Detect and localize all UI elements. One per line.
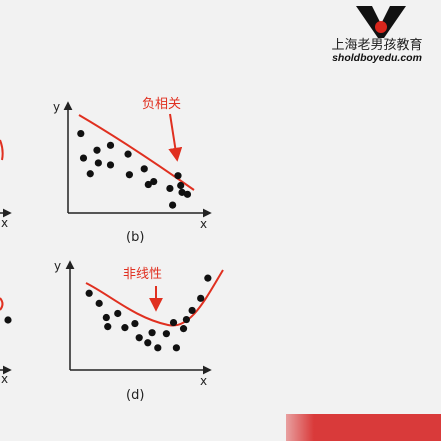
data-point [177, 181, 185, 190]
data-point [172, 344, 180, 352]
partial-point [4, 316, 12, 324]
data-point [79, 154, 88, 162]
data-point [204, 274, 212, 282]
data-point [135, 334, 143, 342]
data-points [85, 274, 212, 352]
data-point [179, 325, 188, 333]
data-point [144, 180, 152, 189]
y-axis-label: y [54, 259, 61, 273]
data-point [144, 339, 152, 347]
data-point [183, 190, 192, 198]
x-axis-label: x [200, 374, 207, 388]
data-point [174, 172, 182, 180]
data-point [178, 188, 186, 196]
logo-brand-text: 上海老男孩教育 [331, 38, 423, 53]
data-point [121, 324, 129, 332]
partial-x-label-bottom: x [1, 372, 9, 386]
annotation-arrow [168, 113, 183, 162]
data-point [188, 306, 196, 315]
data-point [125, 171, 133, 179]
x-axis-label: x [200, 217, 207, 231]
data-point [148, 329, 156, 337]
data-point [86, 170, 94, 178]
logo-icon [356, 6, 406, 38]
data-point [93, 146, 101, 154]
data-point [166, 184, 174, 193]
data-point [106, 141, 115, 149]
data-point [169, 318, 178, 327]
data-point [154, 344, 162, 352]
plot-nonlinear: y x (d) 非线性 [54, 259, 224, 403]
annotation-label: 负相关 [142, 97, 181, 112]
data-points [77, 129, 192, 209]
fit-line [78, 114, 195, 191]
data-point [104, 323, 112, 331]
data-point [124, 150, 132, 158]
data-point [77, 129, 85, 138]
logo-url-text: sholdboyedu.com [332, 52, 422, 64]
data-point [95, 299, 103, 307]
partial-x-label-top: x [1, 216, 9, 230]
data-point [106, 161, 115, 169]
data-point [162, 330, 170, 338]
plot-caption: (b) [126, 230, 144, 245]
plot-negative-correlation: y x (b) 负相关 [53, 97, 212, 245]
data-point [150, 177, 158, 186]
y-axis-label: y [53, 100, 60, 114]
data-point [131, 319, 139, 328]
plot-caption: (d) [126, 388, 144, 403]
data-point [140, 165, 148, 173]
partial-red-curve-bottom [0, 297, 4, 311]
data-point [85, 289, 93, 297]
fit-curve [85, 269, 224, 327]
data-point [114, 309, 122, 318]
data-point [182, 315, 190, 324]
bottom-red-bar [286, 414, 441, 441]
data-point [102, 313, 110, 322]
partial-red-curve-top [0, 139, 4, 161]
data-point [94, 159, 102, 167]
data-point [169, 201, 177, 209]
annotation-label: 非线性 [123, 267, 162, 282]
data-point [197, 294, 205, 302]
partial-left-plots [0, 139, 12, 375]
